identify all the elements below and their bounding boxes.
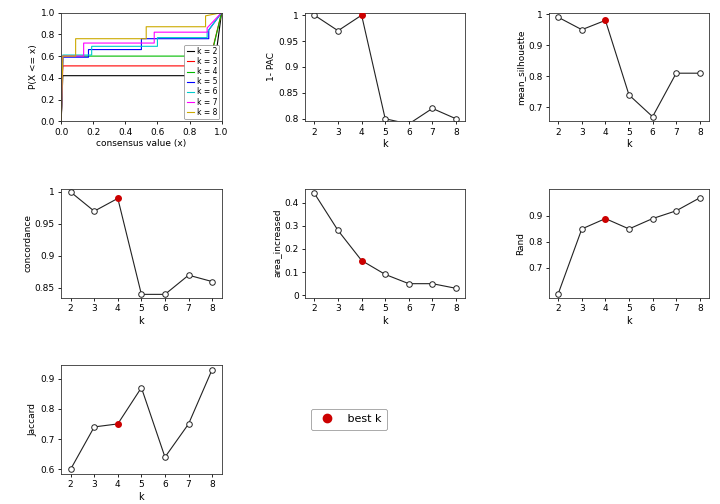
k = 4 [217,10,226,16]
k = 8 [57,118,66,124]
k = 2 [210,71,218,77]
k = 3 [206,55,215,61]
k = 5 [204,36,213,42]
k = 6 [203,35,212,41]
k = 8 [71,36,80,42]
k = 7 [150,40,158,46]
k = 5 [137,46,145,52]
k = 8 [142,36,150,42]
Line: k = 4: k = 4 [61,13,222,121]
k = 3 [57,118,66,124]
Line: k = 2: k = 2 [61,13,222,121]
k = 7 [57,118,66,124]
k = 8 [217,10,226,16]
k = 3 [217,10,226,16]
Y-axis label: mean_silhouette: mean_silhouette [516,29,526,105]
k = 7 [203,29,212,35]
Y-axis label: Rand: Rand [516,232,526,255]
k = 6 [57,118,66,124]
Y-axis label: Jaccard: Jaccard [29,403,37,436]
k = 4 [204,53,213,59]
X-axis label: k: k [382,140,388,149]
k = 2 [210,70,218,76]
k = 8 [71,53,80,59]
X-axis label: consensus value (x): consensus value (x) [96,140,186,148]
Y-axis label: P(X <= x): P(X <= x) [29,45,37,89]
k = 2 [207,71,216,77]
k = 3 [201,63,210,69]
k = 5 [84,54,93,60]
Y-axis label: area_increased: area_increased [273,209,282,278]
k = 7 [79,53,88,59]
k = 2 [58,73,67,79]
k = 5 [204,27,213,33]
k = 5 [217,10,226,16]
X-axis label: k: k [626,140,632,149]
k = 6 [87,43,96,49]
k = 6 [217,10,226,16]
k = 2 [57,118,66,124]
Y-axis label: concordance: concordance [23,214,32,272]
k = 6 [87,52,96,58]
k = 2 [217,10,226,16]
k = 6 [153,43,162,49]
k = 7 [79,40,88,46]
k = 8 [58,53,67,59]
Legend:  best k: best k [310,409,387,430]
Line: k = 5: k = 5 [61,13,222,121]
k = 6 [153,35,162,41]
Y-axis label: 1- PAC: 1- PAC [267,52,276,82]
k = 4 [57,118,66,124]
k = 5 [58,54,67,60]
Line: k = 6: k = 6 [61,13,222,121]
k = 4 [58,53,67,59]
k = 5 [137,36,145,42]
k = 7 [58,53,67,59]
X-axis label: k: k [138,316,144,326]
k = 3 [58,63,67,69]
X-axis label: k: k [382,316,388,326]
Line: k = 3: k = 3 [61,13,222,121]
k = 8 [142,24,150,30]
k = 7 [217,10,226,16]
Line: k = 8: k = 8 [61,13,222,121]
k = 6 [58,52,67,58]
X-axis label: k: k [626,316,632,326]
k = 8 [201,24,210,30]
Legend: k = 2, k = 3, k = 4, k = 5, k = 6, k = 7, k = 8: k = 2, k = 3, k = 4, k = 5, k = 6, k = 7… [184,45,220,119]
k = 6 [203,29,212,35]
Line: k = 7: k = 7 [61,13,222,121]
k = 2 [207,73,216,79]
X-axis label: k: k [138,492,144,502]
k = 7 [203,25,212,31]
k = 4 [207,50,216,56]
k = 8 [201,13,210,19]
k = 7 [150,29,158,35]
k = 5 [57,118,66,124]
k = 5 [84,46,93,52]
